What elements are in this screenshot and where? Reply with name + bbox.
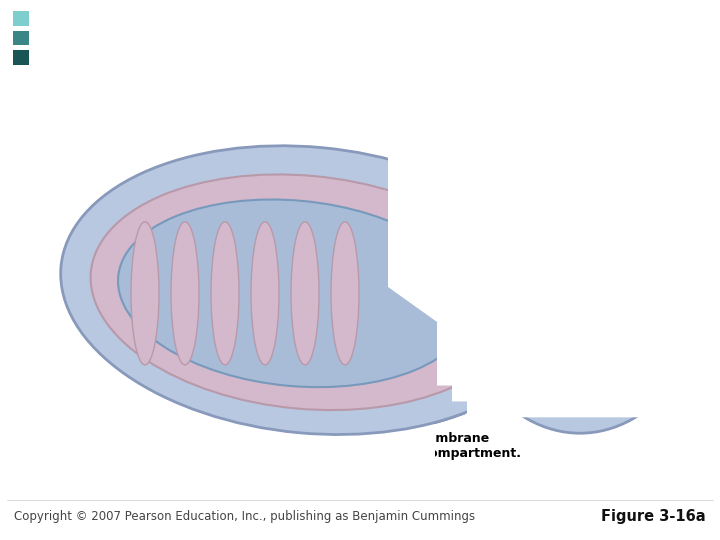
Bar: [13, 50, 29, 65]
Ellipse shape: [211, 222, 239, 365]
Ellipse shape: [408, 204, 462, 334]
Ellipse shape: [419, 227, 451, 312]
Ellipse shape: [331, 222, 359, 365]
Ellipse shape: [518, 194, 578, 295]
Polygon shape: [425, 84, 720, 417]
Ellipse shape: [505, 171, 605, 325]
Ellipse shape: [91, 174, 519, 410]
Ellipse shape: [257, 232, 273, 354]
Polygon shape: [410, 73, 720, 391]
Ellipse shape: [470, 131, 640, 364]
Ellipse shape: [420, 228, 450, 310]
Polygon shape: [405, 84, 720, 407]
Ellipse shape: [291, 222, 319, 365]
Ellipse shape: [177, 232, 193, 354]
Ellipse shape: [137, 232, 153, 354]
Ellipse shape: [171, 222, 199, 365]
Text: Copyright © 2007 Pearson Education, Inc., publishing as Benjamin Cummings: Copyright © 2007 Pearson Education, Inc.…: [14, 510, 475, 523]
Polygon shape: [388, 84, 720, 386]
Ellipse shape: [131, 222, 159, 365]
Ellipse shape: [118, 199, 472, 387]
Polygon shape: [430, 73, 720, 412]
Text: Outer
membrane: Outer membrane: [625, 170, 720, 198]
Ellipse shape: [395, 179, 475, 359]
Ellipse shape: [251, 222, 279, 365]
Bar: [13, 11, 29, 25]
Text: Mitochondria: Membrane-Bound: Mitochondria: Membrane-Bound: [42, 28, 546, 56]
Bar: [0, 73, 490, 497]
Ellipse shape: [291, 222, 319, 365]
Ellipse shape: [211, 222, 239, 365]
Polygon shape: [390, 73, 720, 380]
Text: Figure 3-16a: Figure 3-16a: [601, 509, 706, 524]
Polygon shape: [408, 84, 720, 401]
Ellipse shape: [331, 222, 359, 365]
Ellipse shape: [91, 174, 519, 410]
Ellipse shape: [137, 232, 153, 354]
Bar: [13, 31, 29, 45]
Ellipse shape: [177, 232, 193, 354]
Ellipse shape: [171, 222, 199, 365]
Ellipse shape: [394, 178, 476, 360]
Ellipse shape: [91, 174, 519, 410]
Ellipse shape: [297, 232, 313, 354]
Ellipse shape: [118, 199, 472, 387]
Ellipse shape: [291, 222, 319, 365]
Ellipse shape: [60, 146, 559, 435]
Ellipse shape: [251, 222, 279, 365]
Ellipse shape: [118, 199, 472, 387]
Ellipse shape: [445, 73, 715, 433]
Ellipse shape: [60, 146, 559, 435]
Ellipse shape: [171, 222, 199, 365]
Ellipse shape: [251, 222, 279, 365]
Ellipse shape: [131, 222, 159, 365]
Text: Cristae: Cristae: [440, 280, 634, 318]
Text: Inner membrane: Inner membrane: [328, 98, 432, 168]
Ellipse shape: [257, 232, 273, 354]
Polygon shape: [428, 84, 720, 414]
Ellipse shape: [337, 232, 353, 354]
Ellipse shape: [217, 232, 233, 354]
Text: Cytosolic side
of membrane: Cytosolic side of membrane: [212, 168, 308, 460]
Ellipse shape: [131, 222, 159, 365]
Ellipse shape: [211, 222, 239, 365]
Ellipse shape: [60, 146, 559, 435]
Ellipse shape: [380, 155, 490, 383]
Ellipse shape: [409, 205, 461, 333]
Ellipse shape: [60, 146, 559, 435]
Text: The intermembrane
space forms a compartment.: The intermembrane space forms a compartm…: [319, 184, 521, 460]
Bar: [0, 73, 435, 497]
Ellipse shape: [217, 232, 233, 354]
Ellipse shape: [297, 232, 313, 354]
Ellipse shape: [337, 232, 353, 354]
Text: Matrix is the
innermost
compartment.: Matrix is the innermost compartment.: [45, 264, 175, 446]
Ellipse shape: [331, 222, 359, 365]
Polygon shape: [385, 84, 720, 391]
